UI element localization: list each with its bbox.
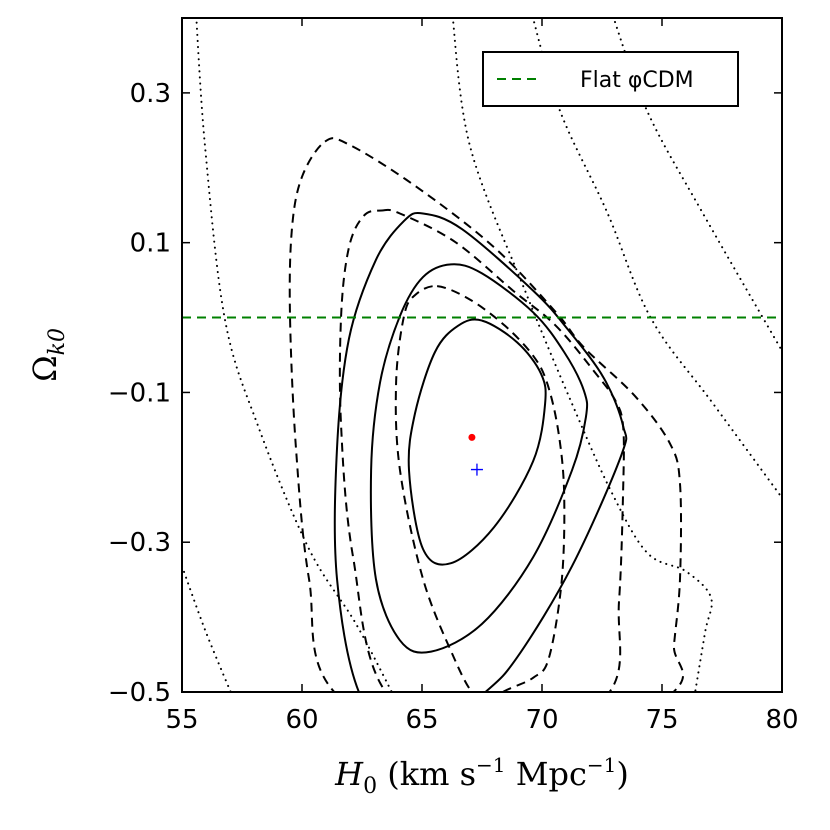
y-axis-label: Ωk0 [26,328,70,382]
dashed-contour-1 [394,285,566,692]
y-tick-label: −0.1 [108,378,171,408]
dashed-contour-3 [288,137,684,692]
dotted-contour-2 [195,18,393,692]
y-tick-label: −0.5 [108,678,171,708]
x-tick-label: 70 [525,705,558,735]
x-tick-label: 80 [765,705,798,735]
x-tick-label: 60 [285,705,318,735]
best-fit-marker [468,433,476,441]
reference-marker [470,463,483,476]
dotted-contour-5 [612,18,782,353]
legend: Flat φCDM [482,51,739,107]
legend-label: Flat φCDM [580,68,694,93]
solid-contour-3 [333,211,628,692]
solid-contour-2 [369,263,589,654]
dashed-contour-2 [338,208,625,692]
ticks-layer: 55 60 65 70 75 80 −0.5 −0.3 −0.1 0.1 0.3 [108,18,799,735]
x-tick-label: 75 [645,705,678,735]
x-tick-label: 55 [165,705,198,735]
y-tick-label: −0.3 [108,528,171,558]
dotted-contour-3 [451,18,713,692]
dotted-contour-1 [182,565,232,692]
legend-box [482,51,739,107]
x-tick-label: 65 [405,705,438,735]
x-axis-label: H0 (km s−1 Mpc−1) [334,753,629,799]
plot-frame [181,17,783,693]
solid-contour-1 [407,318,547,566]
y-tick-label: 0.3 [130,79,171,109]
y-tick-label: 0.1 [130,229,171,259]
plot-background [182,18,782,692]
